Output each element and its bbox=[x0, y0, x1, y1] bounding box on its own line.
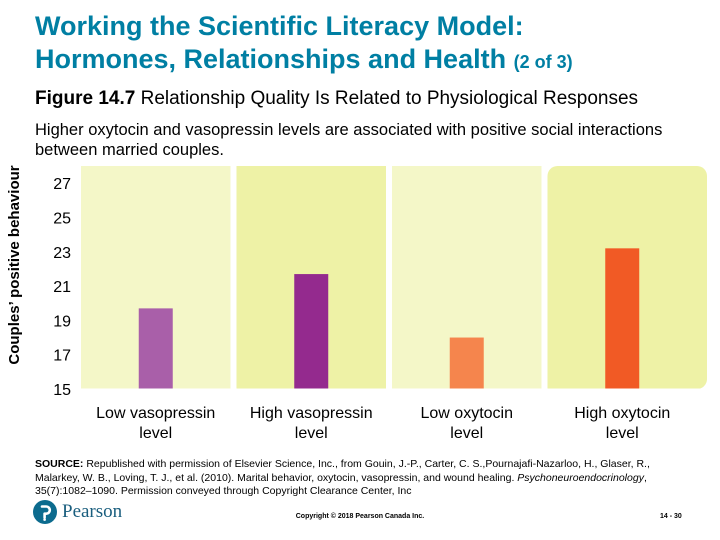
figure-title: Relationship Quality Is Related to Physi… bbox=[140, 88, 639, 109]
y-tick-label: 23 bbox=[53, 245, 71, 262]
x-tick-label: High oxytocin bbox=[574, 405, 670, 422]
y-tick-label: 15 bbox=[53, 382, 71, 399]
source-journal: Psychoneuroendocrinology bbox=[517, 471, 644, 484]
figure-caption: Figure 14.7 Relationship Quality Is Rela… bbox=[35, 87, 638, 111]
source-text-end: , 35(7):1082–1090. Permission conveyed t… bbox=[35, 471, 647, 498]
page-number: 14 - 30 bbox=[660, 513, 682, 520]
figure-number: Figure 14.7 bbox=[35, 88, 136, 109]
title-line-2-text: Hormones, Relationships and Health bbox=[35, 44, 507, 74]
bar bbox=[605, 248, 640, 389]
bar bbox=[449, 337, 484, 389]
y-tick-label: 19 bbox=[53, 313, 71, 330]
copyright-notice: Copyright © 2018 Pearson Canada Inc. bbox=[295, 513, 425, 520]
slide-subtitle: Higher oxytocin and vasopressin levels a… bbox=[35, 121, 663, 159]
source-label: SOURCE: bbox=[35, 458, 84, 470]
bar bbox=[138, 308, 173, 389]
y-tick-label: 27 bbox=[53, 176, 71, 193]
slide-title: Working the Scientific Literacy Model: H… bbox=[35, 10, 705, 79]
x-tick-label: Low vasopressin bbox=[96, 405, 215, 422]
x-tick-label: level bbox=[139, 425, 172, 442]
source-text: Republished with permission of Elsevier … bbox=[35, 458, 650, 484]
logo-text: Pearson bbox=[62, 501, 123, 522]
title-line-2: Hormones, Relationships and Health (2 of… bbox=[35, 43, 705, 79]
x-tick-label: level bbox=[606, 425, 639, 442]
pearson-logo-icon bbox=[33, 500, 57, 524]
source-citation: SOURCE: Republished with permission of E… bbox=[35, 458, 695, 499]
y-tick-label: 17 bbox=[53, 348, 71, 365]
bar bbox=[294, 274, 329, 389]
x-tick-label: level bbox=[295, 425, 328, 442]
x-tick-label: High vasopressin bbox=[250, 405, 373, 422]
x-tick-label: level bbox=[450, 425, 483, 442]
y-tick-label: 25 bbox=[53, 210, 71, 227]
bar-chart: Low vasopressin level High vasopressin leve… bbox=[53, 166, 707, 442]
title-part: (2 of 3) bbox=[513, 52, 573, 72]
pearson-logo: Pearson bbox=[33, 500, 122, 524]
y-axis-label: Couples’ positive behaviour bbox=[6, 165, 23, 365]
y-tick-label: 21 bbox=[53, 279, 71, 296]
title-line-1: Working the Scientific Literacy Model: bbox=[35, 11, 524, 41]
x-tick-label: Low oxytocin bbox=[421, 405, 514, 422]
